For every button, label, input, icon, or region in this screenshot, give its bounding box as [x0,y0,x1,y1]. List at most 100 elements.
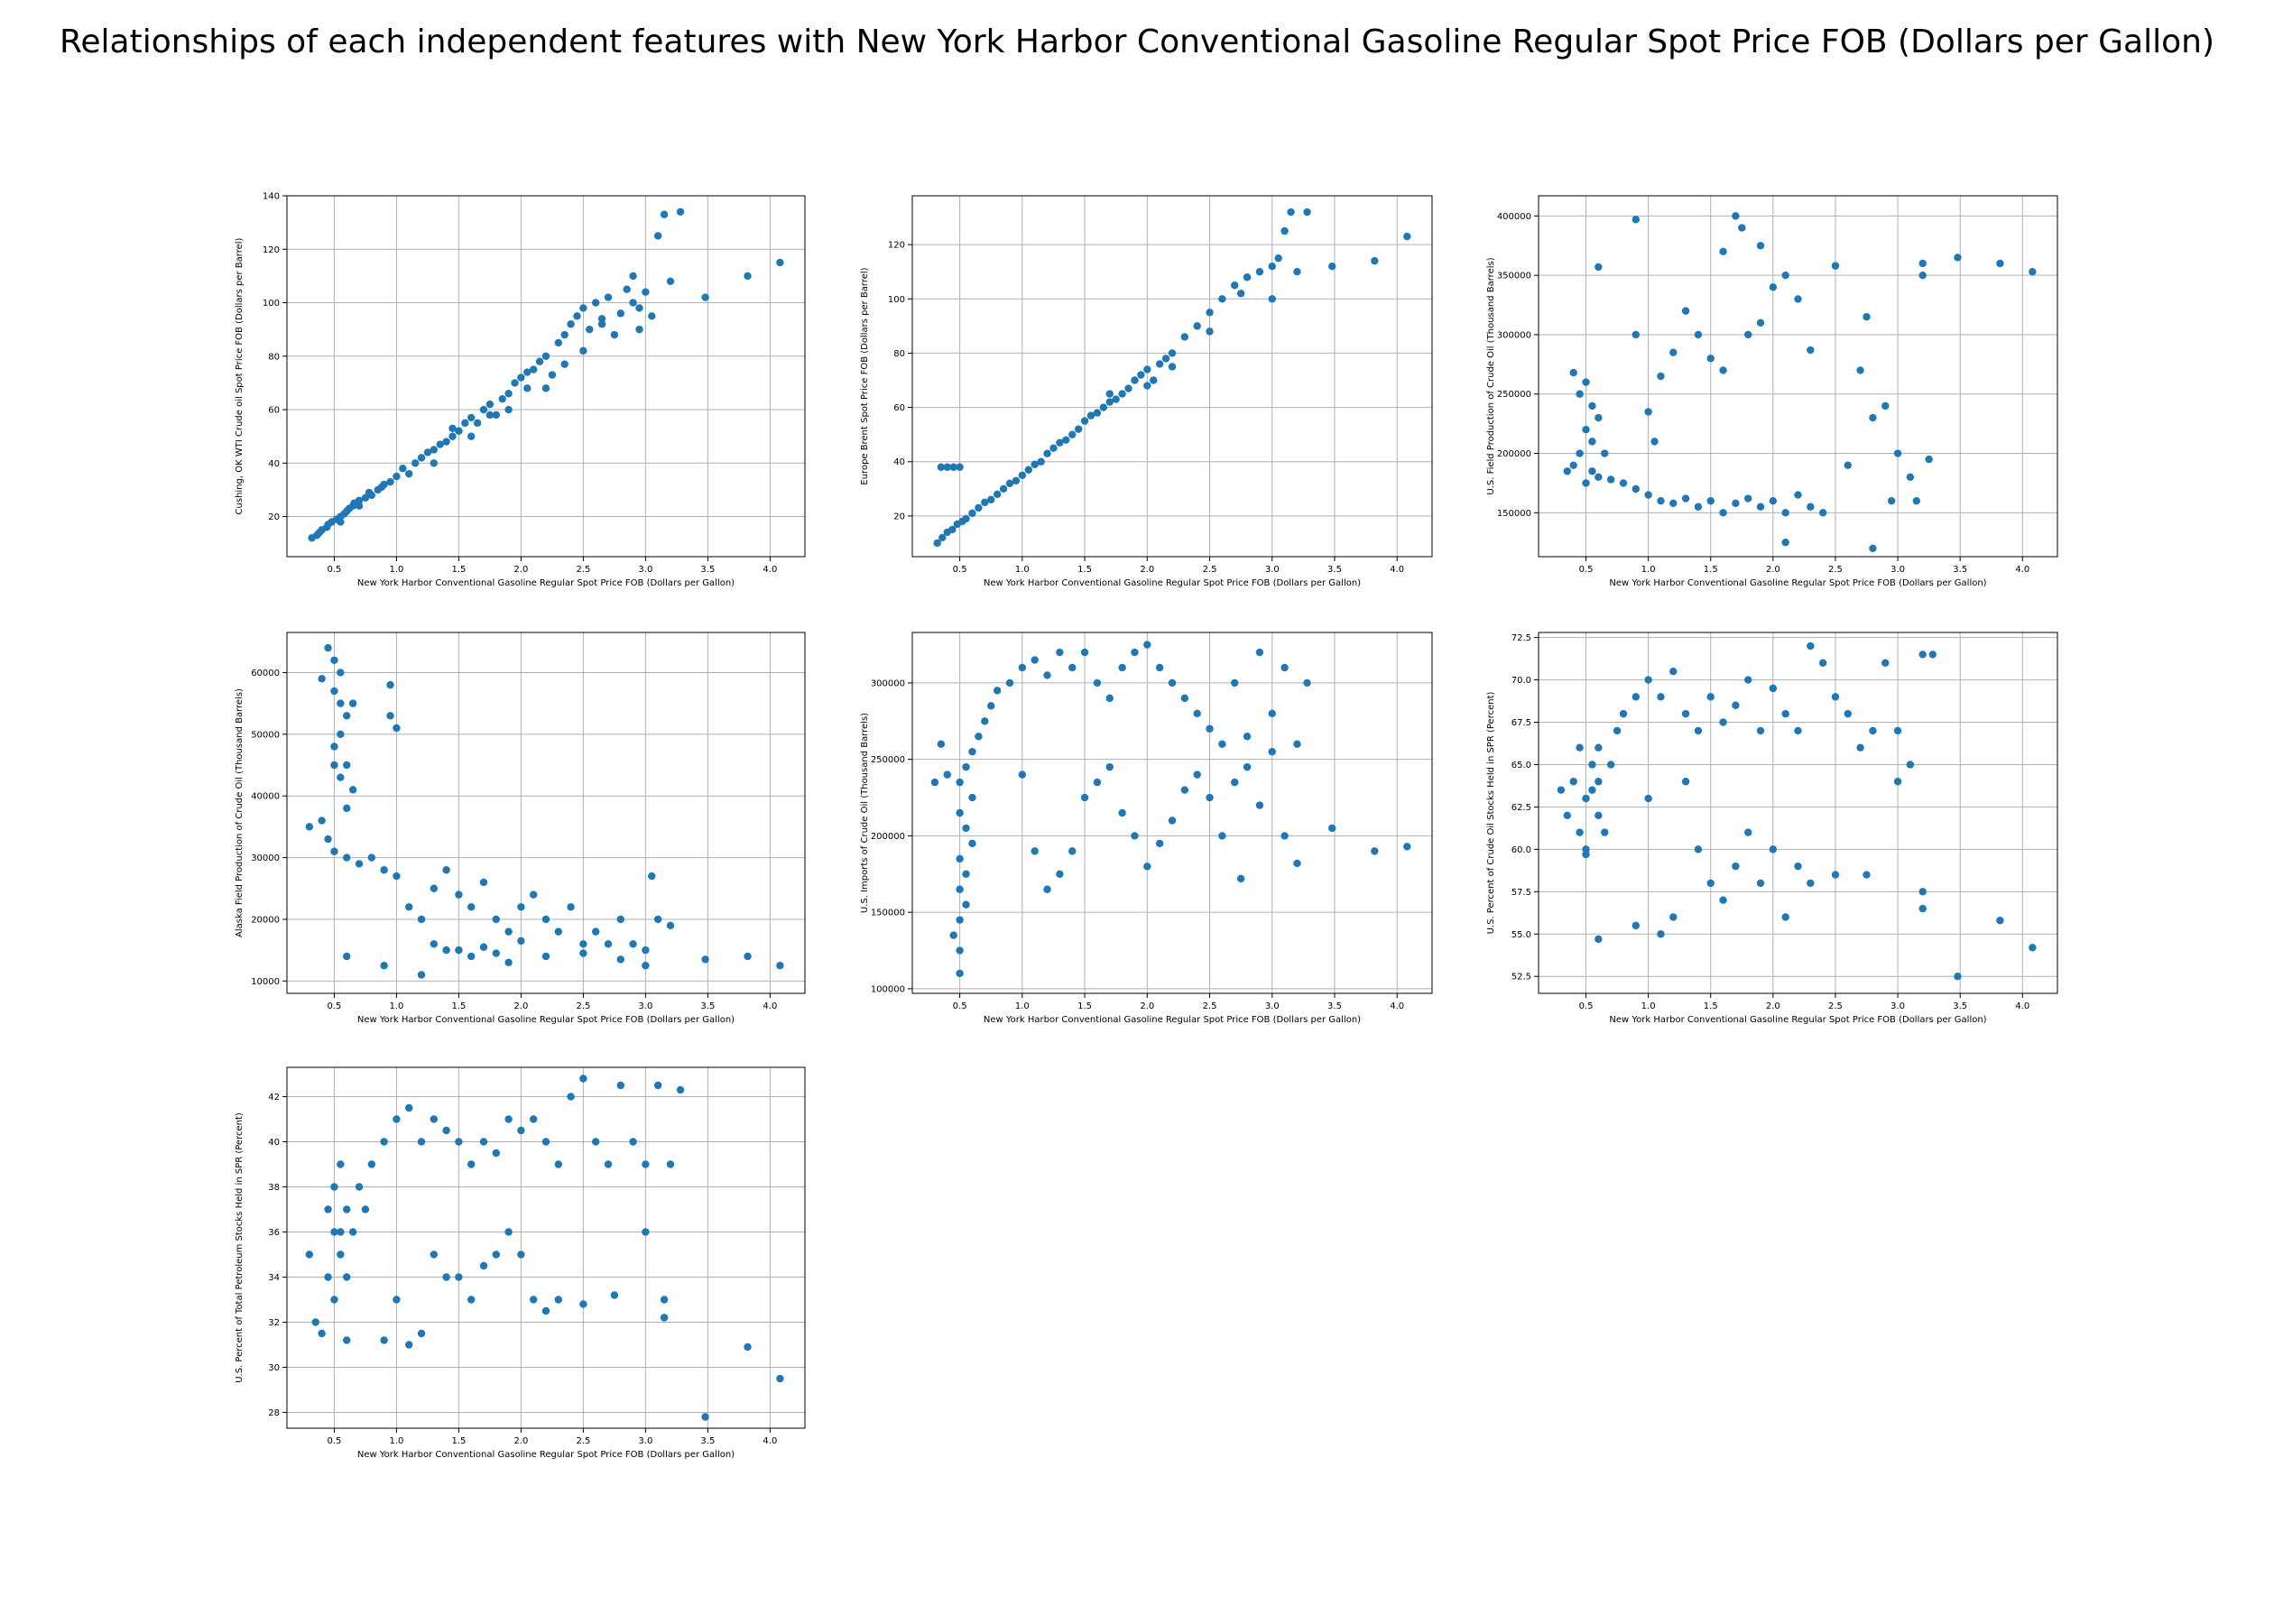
data-point [744,1343,752,1352]
data-point [541,952,550,961]
data-point [1131,376,1139,384]
y-tick-label: 40000 [251,792,280,802]
data-point [1869,544,1877,552]
x-tick-label: 0.5 [327,1001,341,1011]
data-point [1781,539,1789,547]
data-point [343,1205,351,1213]
data-point [467,432,476,440]
data-point [1049,444,1058,452]
y-tick-label: 28 [268,1408,280,1418]
data-point [591,299,600,307]
data-point [541,1138,550,1146]
y-tick-label: 300000 [871,678,905,688]
y-tick-label: 42 [268,1093,280,1103]
y-tick-label: 10000 [251,977,280,987]
y-tick-label: 80 [268,352,280,362]
data-point [956,854,964,863]
x-tick-label: 2.5 [576,1001,590,1011]
data-point [1906,761,1915,769]
data-point [1155,360,1164,368]
data-point [1595,935,1603,944]
data-point [1168,349,1177,357]
data-point [554,1296,562,1304]
data-point [1093,678,1102,687]
data-point [1018,770,1027,779]
data-point [1644,491,1652,499]
data-point [1093,409,1102,417]
data-point [1206,309,1214,317]
x-tick-label: 2.5 [1828,565,1843,575]
data-point [676,1085,685,1094]
data-point [1807,346,1815,355]
data-point [629,299,637,307]
data-point [1831,871,1840,879]
data-point [938,533,947,542]
data-point [348,1228,357,1236]
data-point [405,1341,413,1349]
data-point [635,304,643,312]
data-point [560,330,568,339]
data-point [393,724,401,733]
x-tick-label: 4.0 [763,1001,777,1011]
data-point [642,962,650,970]
data-point [642,1228,650,1236]
data-point [1280,832,1289,840]
data-point [666,921,675,929]
data-point [567,1093,575,1101]
data-point [1881,401,1890,411]
data-point [1105,398,1114,406]
data-point [337,1160,345,1168]
data-point [517,1126,525,1135]
data-point [1218,740,1226,748]
y-tick-label: 67.5 [1511,718,1531,728]
data-point [1657,693,1665,701]
data-point [591,1138,600,1146]
data-point [330,1183,338,1191]
x-axis-label: New York Harbor Conventional Gasoline Re… [357,578,735,588]
data-point [962,762,970,771]
data-point [1231,281,1239,290]
data-point [492,1250,501,1259]
data-point [324,521,332,529]
y-tick-label: 72.5 [1511,633,1531,643]
data-point [701,293,709,301]
x-tick-label: 2.0 [1140,1001,1154,1011]
x-axis-label: New York Harbor Conventional Gasoline Re… [1609,578,1986,588]
data-point [479,943,488,951]
data-point [629,940,637,948]
y-tick-label: 400000 [1497,212,1531,222]
data-point [616,955,624,964]
x-tick-label: 1.5 [451,1001,466,1011]
data-point [1706,693,1715,701]
data-point [1807,641,1815,651]
data-point [430,884,439,892]
data-point [962,514,970,523]
x-tick-label: 4.0 [1390,565,1404,575]
data-point [1928,651,1937,659]
data-point [1918,271,1927,280]
data-point [504,405,513,414]
data-point [1255,801,1264,809]
data-point [1601,828,1609,836]
y-axis-label: U.S. Imports of Crude Oil (Thousand Barr… [860,713,870,913]
data-point [1031,656,1039,664]
data-point [1371,847,1379,855]
scatter-plot-6: 0.5 1.0 1.5 2.0 2.5 3.0 3.5 4.0 52.5 55.0 57.5 60.0… [1486,632,2058,1025]
y-tick-label: 52.5 [1511,973,1531,983]
data-point [330,687,338,696]
data-point [337,518,345,526]
data-point [337,669,345,677]
data-point [1206,724,1214,733]
data-point [1180,333,1189,341]
data-point [467,413,476,422]
data-point [962,870,970,878]
x-tick-label: 2.5 [576,1436,590,1446]
data-point [1287,208,1295,217]
data-point [517,903,525,911]
data-point [393,1115,401,1123]
data-point [1588,438,1596,446]
data-point [318,817,326,825]
data-point [467,903,476,911]
data-point [330,743,338,751]
data-point [1756,726,1765,735]
